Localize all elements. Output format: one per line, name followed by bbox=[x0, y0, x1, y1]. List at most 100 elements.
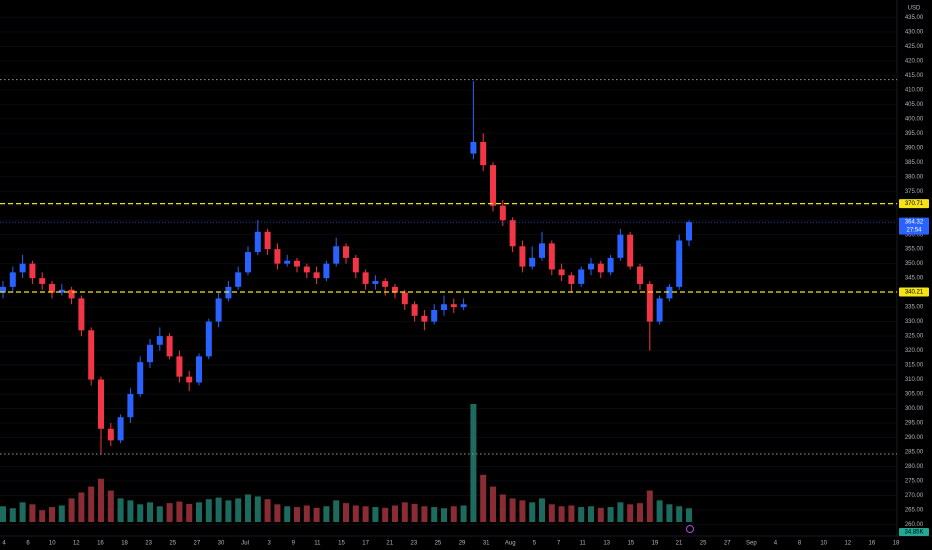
volume-bar bbox=[68, 498, 75, 522]
candle-body bbox=[98, 379, 104, 429]
candle-body bbox=[127, 394, 134, 418]
volume-bar bbox=[254, 496, 261, 522]
y-tick-label: 410.00 bbox=[905, 87, 924, 93]
candle-body bbox=[499, 205, 506, 221]
volume-bar bbox=[362, 506, 369, 522]
volume-bar bbox=[186, 503, 193, 522]
candle-body bbox=[254, 231, 261, 253]
volume-bar bbox=[39, 510, 46, 522]
volume-bar bbox=[637, 503, 643, 522]
y-tick-label: 310.00 bbox=[905, 377, 924, 383]
candle-body bbox=[382, 281, 389, 287]
volume-bar bbox=[470, 404, 477, 522]
x-tick-label: 4 bbox=[774, 541, 778, 547]
x-tick-label: 7 bbox=[557, 541, 561, 547]
y-tick-label: 355.00 bbox=[905, 247, 924, 253]
candle-body bbox=[646, 283, 653, 322]
candle-body bbox=[539, 243, 545, 258]
currency-label: USD bbox=[908, 6, 921, 12]
volume-bar bbox=[372, 507, 379, 522]
volume-bar bbox=[568, 505, 575, 522]
y-tick-label: 400.00 bbox=[905, 116, 924, 122]
candle-body bbox=[39, 278, 46, 284]
volume-bar bbox=[607, 507, 614, 522]
candle-body bbox=[313, 272, 320, 279]
y-tick-label: 330.00 bbox=[905, 319, 924, 325]
y-tick-label: 430.00 bbox=[905, 29, 924, 35]
volume-bar bbox=[215, 497, 222, 522]
volume-bar bbox=[245, 494, 251, 522]
volume-bar bbox=[9, 508, 16, 522]
volume-label: 34.85K bbox=[904, 530, 923, 536]
x-tick-label: Aug bbox=[505, 541, 516, 547]
volume-bar bbox=[519, 500, 526, 522]
volume-bar bbox=[666, 504, 673, 522]
volume-bar bbox=[431, 507, 438, 522]
volume-bar bbox=[196, 502, 202, 522]
level-tag bbox=[899, 287, 929, 297]
y-tick-label: 385.00 bbox=[905, 160, 924, 166]
volume-bar bbox=[509, 498, 516, 522]
candle-body bbox=[352, 257, 359, 273]
candle-body bbox=[205, 321, 212, 357]
y-tick-label: 375.00 bbox=[905, 189, 924, 195]
candle-body bbox=[460, 304, 467, 308]
x-tick-label: Sep bbox=[746, 541, 757, 547]
volume-bar bbox=[646, 490, 653, 522]
candle-body bbox=[519, 246, 526, 267]
volume-bar bbox=[558, 506, 565, 522]
volume-bar bbox=[19, 502, 26, 522]
y-tick-label: 290.00 bbox=[905, 435, 924, 441]
volume-bar bbox=[548, 504, 555, 522]
volume-bar bbox=[117, 498, 124, 522]
x-tick-label: 13 bbox=[603, 541, 610, 547]
candle-body bbox=[245, 252, 251, 273]
volume-bar bbox=[98, 478, 104, 522]
x-tick-label: 23 bbox=[145, 541, 152, 547]
candle-body bbox=[225, 286, 232, 299]
volume-bar bbox=[225, 500, 232, 522]
x-tick-label: 27 bbox=[194, 541, 201, 547]
y-tick-label: 275.00 bbox=[905, 479, 924, 485]
candle-body bbox=[0, 286, 6, 293]
y-tick-label: 395.00 bbox=[905, 131, 924, 137]
y-tick-label: 325.00 bbox=[905, 334, 924, 340]
countdown-label: 27:54 bbox=[906, 228, 922, 234]
candle-body bbox=[294, 260, 300, 267]
candle-body bbox=[656, 298, 663, 322]
volume-bar bbox=[411, 503, 418, 522]
x-tick-label: 31 bbox=[483, 541, 490, 547]
x-tick-label: 10 bbox=[820, 541, 827, 547]
y-tick-label: 390.00 bbox=[905, 145, 924, 151]
candle-body bbox=[284, 260, 291, 264]
volume-bar bbox=[588, 506, 594, 522]
y-tick-label: 285.00 bbox=[905, 450, 924, 456]
x-tick-label: 23 bbox=[410, 541, 417, 547]
y-tick-label: 265.00 bbox=[905, 508, 924, 514]
volume-bar bbox=[137, 504, 144, 522]
candle-body bbox=[107, 428, 114, 441]
candle-body bbox=[686, 222, 692, 241]
y-tick-label: 270.00 bbox=[905, 493, 924, 499]
x-tick-label: 18 bbox=[121, 541, 128, 547]
candle-body bbox=[588, 263, 594, 270]
volume-bar bbox=[49, 507, 55, 522]
candle-body bbox=[597, 263, 604, 273]
x-tick-label: 25 bbox=[700, 541, 707, 547]
x-tick-label: 21 bbox=[676, 541, 683, 547]
volume-bar bbox=[294, 507, 300, 522]
y-tick-label: 280.00 bbox=[905, 464, 924, 470]
x-tick-label: 11 bbox=[579, 541, 586, 547]
candle-body bbox=[343, 246, 349, 258]
y-tick-label: 435.00 bbox=[905, 15, 924, 21]
y-tick-label: 345.00 bbox=[905, 276, 924, 282]
volume-bar bbox=[147, 502, 153, 522]
volume-bar bbox=[656, 500, 663, 522]
candle-body bbox=[421, 315, 428, 322]
volume-bar bbox=[450, 506, 457, 522]
level-label: 370.71 bbox=[905, 201, 924, 207]
candle-body bbox=[235, 272, 242, 287]
x-tick-label: 9 bbox=[292, 541, 296, 547]
volume-bar bbox=[617, 502, 624, 522]
